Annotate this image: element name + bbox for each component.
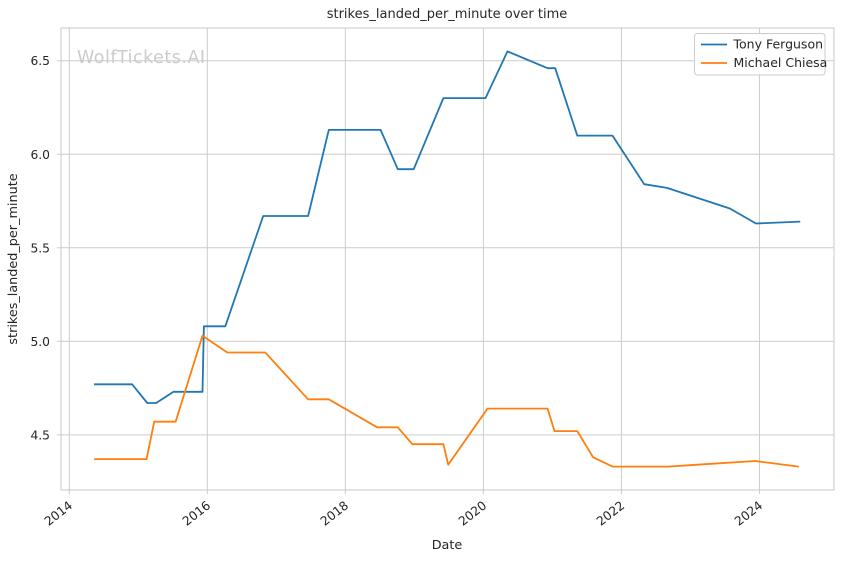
x-tick-label: 2024 [732, 498, 765, 528]
legend-label-tony-ferguson: Tony Ferguson [733, 37, 824, 52]
legend-label-michael-chiesa: Michael Chiesa [734, 55, 828, 70]
series-layer [94, 50, 801, 468]
x-tick-label: 2022 [594, 498, 627, 528]
y-tick-label: 4.5 [30, 428, 50, 442]
x-tick-label: 2020 [456, 498, 489, 528]
y-tick-label: 5.5 [30, 241, 50, 255]
series-line-tony-ferguson [94, 50, 801, 404]
series-line-michael-chiesa [94, 334, 799, 468]
y-axis-ticks: 4.5 5.0 5.5 6.0 6.5 [30, 54, 50, 442]
legend-box [694, 33, 826, 76]
y-tick-label: 5.0 [30, 335, 50, 349]
x-tick-label: 2018 [318, 498, 351, 528]
x-tick-label: 2014 [42, 498, 75, 528]
x-axis-label: Date [432, 538, 463, 553]
legend: Tony Ferguson Michael Chiesa [694, 33, 828, 76]
y-axis-label: strikes_landed_per_minute [6, 173, 21, 344]
chart-title: strikes_landed_per_minute over time [327, 7, 568, 22]
x-tick-label: 2016 [180, 498, 213, 528]
y-tick-label: 6.0 [30, 148, 50, 162]
x-axis-ticks: 2014 2016 2018 2020 2022 2024 [42, 498, 766, 528]
plot-border [60, 27, 835, 491]
y-tick-label: 6.5 [30, 54, 50, 68]
grid-layer [57, 28, 834, 494]
watermark: WolfTickets.AI [77, 48, 206, 68]
